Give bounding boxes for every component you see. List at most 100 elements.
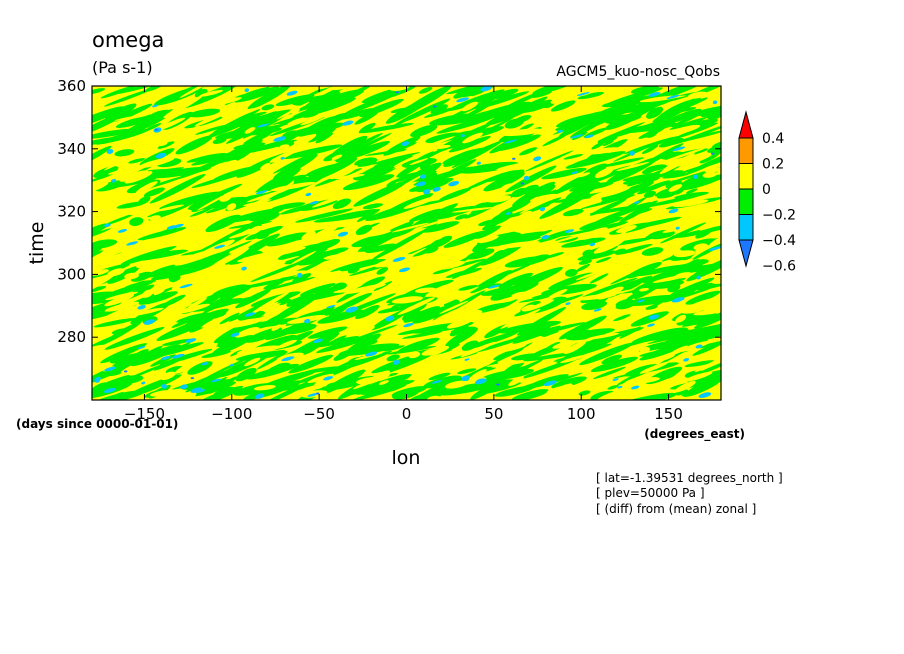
field-streak-green — [511, 389, 549, 400]
field-streak-yellow — [263, 255, 300, 268]
field-streak-green — [535, 322, 586, 335]
field-streak-green — [562, 208, 584, 217]
annotation-diff: [ (diff) from (mean) zonal ] — [596, 502, 756, 516]
field-speck-cyan — [399, 267, 411, 273]
field-streak-green — [418, 309, 444, 319]
field-speck-cyan — [210, 378, 222, 383]
field-streak-yellow — [231, 107, 259, 117]
field-streak-green — [429, 235, 453, 249]
field-streak-green — [509, 325, 551, 343]
field-streak-green — [128, 158, 146, 164]
field-streak-yellow — [431, 144, 451, 150]
field-streak-green — [692, 259, 709, 266]
field-streak-green — [618, 97, 637, 105]
field-streak-yellow — [174, 359, 200, 374]
field-streak-green — [186, 153, 226, 163]
field-streak-yellow — [549, 232, 590, 244]
field-speck-cyan — [297, 272, 303, 278]
field-streak-yellow — [150, 389, 177, 397]
field-streak-green — [181, 86, 238, 109]
x-tick-label: 50 — [484, 405, 503, 423]
field-streak-yellow — [663, 124, 701, 137]
field-streak-yellow — [673, 250, 696, 258]
field-speck-cyan — [401, 141, 410, 146]
field-streak-yellow — [356, 325, 375, 333]
field-streak-green — [505, 165, 557, 193]
field-streak-green — [448, 89, 505, 112]
field-streak-green — [410, 124, 438, 138]
y-tick-label: 320 — [57, 203, 86, 221]
field-streak-yellow — [194, 107, 235, 127]
field-streak-green — [454, 214, 468, 220]
field-streak-green — [572, 328, 615, 338]
field-streak-green — [247, 86, 291, 110]
field-streak-yellow — [409, 158, 429, 166]
field-streak-yellow — [521, 304, 536, 312]
field-streak-green — [273, 153, 318, 180]
field-streak-green — [130, 344, 181, 367]
field-streak-green — [656, 193, 675, 199]
field-streak-green — [343, 140, 390, 160]
chart-units: (Pa s-1) — [92, 58, 153, 77]
field-streak-yellow — [675, 314, 687, 323]
field-speck-cyan — [323, 376, 334, 381]
colorbar: 0.4 0.2 0 −0.2 −0.4 −0.6 — [738, 110, 796, 275]
field-streak-yellow — [560, 355, 586, 364]
field-streak-green — [498, 320, 561, 334]
field-streak-green — [443, 230, 486, 248]
field-streak-green — [408, 208, 442, 222]
field-streak-green — [539, 191, 591, 219]
field-streak-yellow — [616, 225, 637, 233]
field-streak-green — [638, 127, 666, 139]
field-streak-green — [317, 309, 365, 324]
field-streak-green — [188, 162, 219, 176]
field-streak-green — [377, 307, 398, 314]
field-speck-cyan — [633, 201, 640, 204]
field-streak-yellow — [535, 361, 558, 366]
field-speck-cyan — [584, 134, 595, 139]
field-streak-green — [328, 304, 349, 317]
field-streak-green — [464, 172, 505, 191]
field-streak-yellow — [226, 318, 264, 328]
field-streak-yellow — [460, 341, 496, 358]
field-streak-green — [432, 268, 452, 275]
field-streak-green — [92, 128, 134, 139]
field-streak-green — [529, 374, 569, 388]
field-streak-green — [225, 376, 238, 384]
field-speck-cyan — [541, 235, 550, 240]
field-streak-green — [92, 145, 112, 167]
field-streak-yellow — [253, 385, 276, 391]
field-speck-cyan — [110, 179, 117, 183]
field-streak-yellow — [189, 147, 218, 156]
field-streak-green — [205, 214, 241, 233]
field-streak-green — [353, 180, 408, 207]
field-streak-green — [131, 280, 152, 288]
field-streak-yellow — [271, 324, 282, 331]
experiment-label: AGCM5_kuo-nosc_Qobs — [556, 64, 720, 80]
field-streak-green — [242, 86, 270, 96]
field-streak-green — [104, 327, 165, 350]
field-streak-yellow — [279, 144, 290, 149]
field-streak-green — [392, 389, 419, 400]
field-streak-yellow — [138, 157, 175, 168]
field-streak-green — [700, 108, 715, 118]
field-streak-yellow — [231, 110, 245, 114]
field-streak-green — [93, 166, 119, 178]
field-speck-cyan — [172, 223, 184, 229]
field-streak-yellow — [179, 86, 216, 98]
field-streak-green — [645, 305, 658, 310]
field-streak-green — [645, 333, 708, 350]
field-streak-yellow — [156, 140, 168, 146]
field-streak-yellow — [290, 106, 300, 114]
field-streak-green — [413, 166, 474, 186]
field-streak-green — [344, 86, 373, 99]
field-streak-green — [524, 150, 574, 172]
field-speck-cyan — [589, 242, 596, 247]
field-streak-green — [512, 181, 556, 207]
field-speck-blue — [154, 128, 159, 131]
field-streak-yellow — [440, 286, 479, 306]
field-streak-yellow — [142, 289, 154, 298]
field-streak-green — [130, 271, 153, 282]
field-speck-cyan — [241, 266, 247, 271]
field-streak-green — [589, 198, 627, 216]
